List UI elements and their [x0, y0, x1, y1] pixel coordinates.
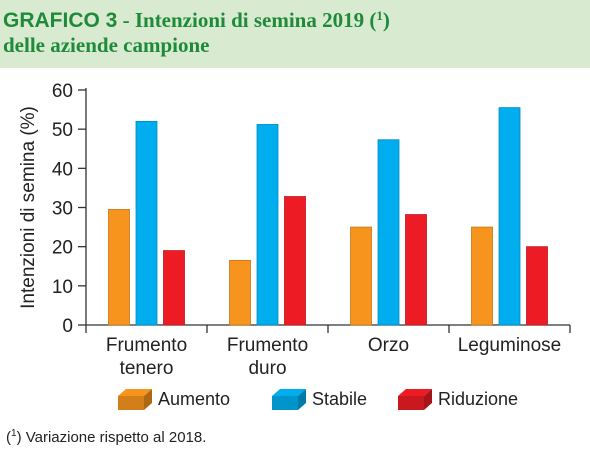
y-axis-title: Intenzioni di semina (%): [18, 106, 39, 309]
bar-riduzione: [163, 250, 185, 326]
bar-aumento: [350, 226, 372, 326]
title-footnote-mark: 1: [376, 8, 383, 23]
legend-swatch: [398, 389, 432, 410]
y-tick-label: 20: [52, 238, 73, 259]
footnote-mark: 1: [11, 428, 17, 439]
footnote: (1) Variazione rispetto al 2018.: [6, 428, 586, 446]
chart-legend: Aumento Stabile Riduzione: [0, 384, 590, 414]
bar-aumento: [108, 209, 130, 326]
y-tick-label: 60: [52, 81, 73, 102]
title-line-2: delle aziende campione: [3, 33, 210, 57]
legend-item-riduzione: Riduzione: [398, 384, 518, 414]
x-category-label: Frumento duro: [227, 335, 308, 379]
y-tick-label: 50: [52, 120, 73, 141]
y-tick-label: 10: [52, 277, 73, 298]
x-category-label: Leguminose: [458, 335, 562, 356]
bar-aumento: [471, 226, 493, 326]
chart-title: GRAFICO 3 - Intenzioni di semina 2019 (1…: [3, 3, 583, 58]
bar-riduzione: [405, 214, 427, 326]
legend-label: Stabile: [312, 388, 368, 409]
footnote-open: (: [6, 429, 11, 446]
title-close: ): [382, 8, 390, 32]
legend-swatch: [118, 389, 152, 410]
y-tick-label: 0: [62, 316, 73, 337]
legend-label: Aumento: [158, 388, 231, 409]
bar-stabile: [135, 120, 158, 326]
bar-riduzione: [526, 246, 548, 326]
title-lead: GRAFICO 3: [3, 9, 118, 32]
bar-stabile: [498, 107, 521, 326]
bar-riduzione: [284, 196, 306, 326]
bar-stabile: [377, 139, 400, 326]
title-main: - Intenzioni di semina 2019 (: [117, 8, 377, 32]
x-category-label: Frumento tenero: [106, 335, 187, 379]
y-tick-label: 30: [52, 199, 73, 220]
legend-item-stabile: Stabile: [272, 384, 367, 414]
bar-aumento: [229, 259, 251, 326]
legend-label: Riduzione: [438, 388, 519, 409]
bar-chart: 0 10 20 30 40 50 60 Intenzioni di semina (%) Fru…: [18, 81, 571, 379]
footnote-text: ) Variazione rispetto al 2018.: [16, 429, 207, 446]
legend-item-aumento: Aumento: [118, 384, 230, 414]
y-tick-label: 40: [52, 159, 73, 180]
x-category-label: Orzo: [368, 335, 409, 356]
bar-stabile: [256, 124, 279, 326]
legend-swatch: [272, 389, 306, 410]
title-banner: GRAFICO 3 - Intenzioni di semina 2019 (1…: [0, 0, 590, 68]
